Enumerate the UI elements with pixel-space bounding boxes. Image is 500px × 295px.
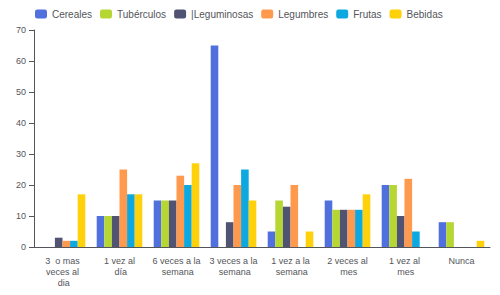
svg-text:día: día	[112, 267, 127, 277]
svg-text:semana: semana	[273, 267, 308, 277]
svg-text:mes: mes	[395, 267, 415, 277]
svg-text:30: 30	[16, 149, 26, 159]
svg-text:Frutas: Frutas	[353, 9, 381, 20]
svg-text:50: 50	[16, 87, 26, 97]
svg-text:3 o mas: 3 o mas	[45, 256, 80, 266]
svg-text:dia: dia	[55, 278, 70, 288]
svg-text:2 veces al: 2 veces al	[327, 256, 368, 266]
svg-text:|Leguminosas: |Leguminosas	[191, 9, 253, 20]
svg-text:60: 60	[16, 56, 26, 66]
svg-text:semana: semana	[216, 267, 251, 277]
svg-text:Bebidas: Bebidas	[407, 9, 443, 20]
svg-text:Nunca: Nunca	[448, 256, 474, 266]
svg-text:10: 10	[16, 211, 26, 221]
svg-text:mes: mes	[338, 267, 358, 277]
svg-text:Legumbres: Legumbres	[278, 9, 328, 20]
svg-text:semana: semana	[159, 267, 194, 277]
svg-text:Tubérculos: Tubérculos	[117, 9, 166, 20]
svg-text:0: 0	[21, 242, 26, 252]
svg-text:20: 20	[16, 180, 26, 190]
svg-text:40: 40	[16, 118, 26, 128]
svg-text:1 vez al: 1 vez al	[104, 256, 135, 266]
svg-text:6 veces a la: 6 veces a la	[152, 256, 200, 266]
svg-text:1 vez al: 1 vez al	[389, 256, 420, 266]
svg-text:Cereales: Cereales	[52, 9, 92, 20]
svg-text:70: 70	[16, 25, 26, 35]
svg-text:veces al: veces al	[46, 267, 79, 277]
svg-text:3 veces a la: 3 veces a la	[209, 256, 257, 266]
svg-text:1 vez a la: 1 vez a la	[271, 256, 310, 266]
